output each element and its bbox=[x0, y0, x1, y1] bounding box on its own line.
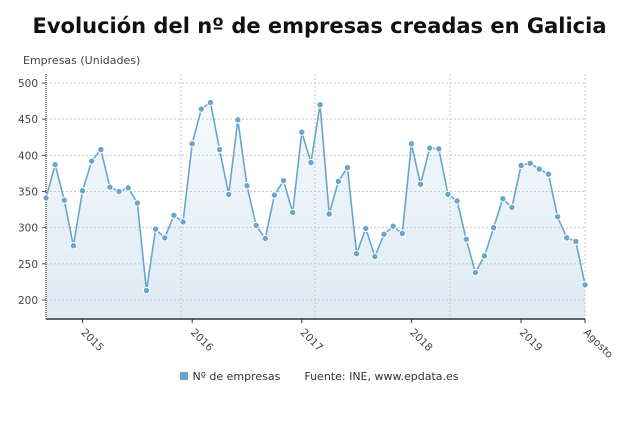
data-point[interactable] bbox=[352, 250, 361, 258]
data-point[interactable] bbox=[215, 145, 224, 154]
data-point[interactable] bbox=[252, 221, 260, 230]
legend-series-label: Nº de empresas bbox=[192, 370, 281, 383]
data-point[interactable] bbox=[526, 159, 534, 167]
data-point[interactable] bbox=[142, 286, 151, 295]
source-note: Fuente: INE, www.epdata.es bbox=[304, 370, 459, 383]
x-tick-label: 2019 bbox=[517, 327, 544, 354]
legend: Nº de empresas Fuente: INE, www.epdata.es bbox=[0, 370, 639, 383]
data-point[interactable] bbox=[471, 268, 480, 277]
x-tick-label: Agosto bbox=[581, 327, 615, 361]
data-point[interactable] bbox=[544, 170, 553, 178]
data-point[interactable] bbox=[78, 187, 87, 195]
data-point[interactable] bbox=[124, 184, 132, 192]
chart-title: Evolución del nº de empresas creadas en … bbox=[32, 14, 607, 38]
y-tick-label: 300 bbox=[18, 223, 38, 235]
x-tick-label: 2018 bbox=[407, 327, 434, 354]
y-tick-label: 500 bbox=[18, 78, 38, 90]
y-tick-label: 350 bbox=[18, 187, 38, 199]
data-point[interactable] bbox=[499, 195, 507, 203]
data-point[interactable] bbox=[60, 196, 68, 204]
data-point[interactable] bbox=[398, 229, 406, 238]
data-point[interactable] bbox=[334, 177, 343, 186]
data-point[interactable] bbox=[261, 234, 269, 243]
data-point[interactable] bbox=[307, 158, 315, 167]
data-point[interactable] bbox=[288, 208, 297, 217]
data-point[interactable] bbox=[572, 237, 580, 246]
data-point[interactable] bbox=[563, 234, 571, 242]
data-point[interactable] bbox=[462, 235, 470, 243]
data-point[interactable] bbox=[234, 116, 242, 124]
data-point[interactable] bbox=[225, 190, 233, 199]
data-point[interactable] bbox=[581, 281, 589, 289]
data-point[interactable] bbox=[407, 140, 416, 148]
data-point[interactable] bbox=[517, 161, 525, 170]
data-point[interactable] bbox=[371, 252, 379, 261]
data-point[interactable] bbox=[133, 199, 142, 207]
data-point[interactable] bbox=[489, 223, 498, 232]
data-point[interactable] bbox=[279, 176, 288, 185]
data-point[interactable] bbox=[508, 203, 516, 212]
data-point[interactable] bbox=[535, 165, 544, 173]
data-point[interactable] bbox=[188, 140, 196, 148]
y-tick-label: 250 bbox=[18, 259, 38, 271]
data-point[interactable] bbox=[343, 163, 352, 172]
data-point[interactable] bbox=[362, 224, 370, 233]
data-point[interactable] bbox=[480, 252, 489, 260]
data-point[interactable] bbox=[298, 128, 306, 136]
data-point[interactable] bbox=[87, 157, 96, 165]
y-tick-label: 400 bbox=[18, 150, 38, 162]
data-point[interactable] bbox=[69, 242, 78, 250]
x-tick-label: 2016 bbox=[188, 327, 216, 355]
y-tick-label: 450 bbox=[18, 114, 38, 126]
data-point[interactable] bbox=[197, 105, 206, 113]
legend-swatch bbox=[180, 372, 189, 380]
data-point[interactable] bbox=[325, 210, 333, 218]
data-point[interactable] bbox=[425, 144, 434, 152]
data-point[interactable] bbox=[179, 218, 187, 226]
data-point[interactable] bbox=[42, 194, 50, 202]
data-point[interactable] bbox=[170, 211, 178, 220]
data-point[interactable] bbox=[453, 197, 461, 205]
data-point[interactable] bbox=[206, 98, 215, 107]
data-point[interactable] bbox=[380, 230, 388, 238]
y-axis-label: Empresas (Unidades) bbox=[23, 54, 141, 67]
data-point[interactable] bbox=[115, 187, 123, 196]
x-tick-label: 2017 bbox=[298, 327, 325, 354]
data-point[interactable] bbox=[51, 161, 59, 169]
data-point[interactable] bbox=[243, 182, 251, 190]
data-point[interactable] bbox=[316, 101, 324, 109]
data-point[interactable] bbox=[270, 191, 279, 199]
data-point[interactable] bbox=[97, 145, 105, 154]
data-point[interactable] bbox=[161, 234, 169, 242]
data-point[interactable] bbox=[389, 222, 397, 230]
x-tick-label: 2015 bbox=[78, 327, 105, 354]
data-point[interactable] bbox=[106, 183, 114, 191]
data-point[interactable] bbox=[553, 213, 562, 221]
data-point[interactable] bbox=[435, 145, 443, 153]
y-tick-label: 200 bbox=[18, 295, 38, 307]
data-point[interactable] bbox=[151, 225, 160, 233]
data-point[interactable] bbox=[416, 180, 425, 188]
data-point[interactable] bbox=[444, 190, 452, 199]
